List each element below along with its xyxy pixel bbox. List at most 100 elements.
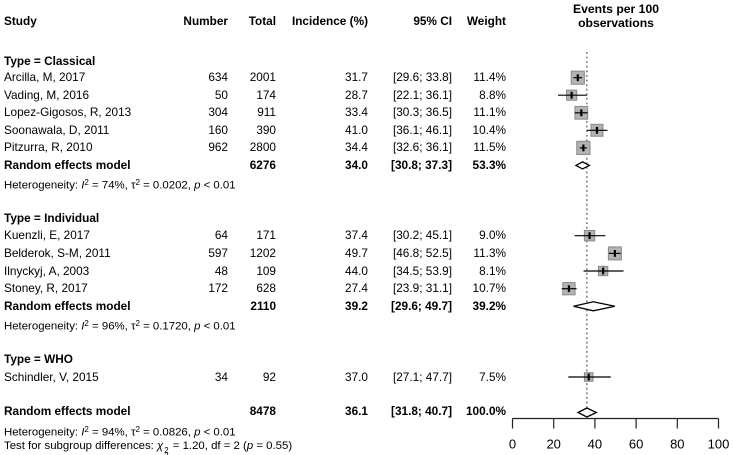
number-cell: 597 [208, 245, 228, 260]
study-row: Pitzurra, R, 2010 962 2800 34.4 [32.6; 36.1]… [4, 140, 506, 155]
ci-cell: [36.1; 46.1] [392, 122, 452, 137]
number-cell [166, 404, 228, 419]
weight-cell: 8.1% [479, 263, 506, 278]
ci-cell: [27.1; 47.7] [392, 369, 452, 384]
number-cell: 634 [208, 70, 228, 85]
study-row: Ilnyckyj, A, 2003 48 109 44.0 [34.5; 53.9] 8.… [4, 264, 506, 279]
weight-cell: 11.5% [473, 140, 506, 155]
study-row: Stoney, R, 2017 172 628 27.4 [23.9; 31.1] 10.… [4, 281, 506, 296]
study-name: Type = Classical [4, 54, 96, 68]
weight-cell: 8.8% [479, 87, 506, 102]
weight-cell [452, 211, 506, 226]
overall-heterogeneity-line: Heterogeneity: I2 = 94%, τ2 = 0.0826, p … [4, 424, 236, 439]
heterogeneity-line: Heterogeneity: I2 = 74%, τ2 = 0.0202, p … [4, 178, 236, 192]
ci-cell: [22.1; 36.1] [392, 87, 452, 102]
study-name: Stoney, R, 2017 [4, 281, 88, 296]
col-header-ci: 95% CI [413, 14, 452, 28]
table-header: Study Number Total Incidence (%) 95% CI … [4, 14, 506, 29]
number-cell: 34 [214, 369, 228, 384]
ci-cell: [46.8; 52.5] [392, 245, 452, 260]
study-name: Random effects model [4, 404, 131, 418]
study-row: Soonawala, D, 2011 160 390 41.0 [36.1; 46.1]… [4, 123, 506, 138]
ci-cell: [34.5; 53.9] [392, 263, 452, 278]
number-cell: 304 [208, 105, 228, 120]
number-cell [166, 54, 228, 69]
incidence-cell: 39.2 [345, 298, 368, 313]
ci-cell: [29.6; 49.7] [391, 298, 452, 313]
study-row: Belderok, S-M, 2011 597 1202 49.7 [46.8; 52.… [4, 246, 506, 261]
study-name: Type = WHO [4, 351, 73, 366]
total-cell [228, 54, 276, 69]
plot-axis-title-line1: Events per 100 [572, 2, 660, 16]
number-cell: 64 [214, 228, 228, 243]
total-cell: 2110 [250, 298, 276, 313]
incidence-cell [276, 54, 368, 69]
total-cell: 1202 [249, 245, 276, 260]
group-summary-row: Random effects model 6276 34.0 [30.8; 37.3]… [4, 158, 506, 173]
group-label-row: Type = Individual [4, 211, 506, 226]
number-cell: 160 [208, 122, 228, 137]
col-header-weight: Weight [466, 14, 506, 28]
incidence-cell: 36.1 [345, 404, 368, 418]
ci-cell [368, 211, 452, 226]
incidence-cell: 33.4 [345, 105, 368, 120]
number-cell [166, 299, 228, 314]
col-header-incidence: Incidence (%) [291, 14, 368, 28]
heterogeneity-line: Heterogeneity: I2 = 96%, τ2 = 0.1720, p … [4, 319, 236, 333]
number-cell: 48 [214, 263, 228, 278]
weight-cell: 11.1% [473, 105, 506, 120]
incidence-cell: 31.7 [345, 70, 368, 85]
weight-cell: 10.4% [472, 122, 506, 137]
col-header-number: Number [183, 14, 228, 28]
study-name: Random effects model [4, 157, 131, 172]
number-cell: 50 [214, 87, 228, 102]
study-name: Belderok, S-M, 2011 [4, 245, 111, 260]
study-row: Lopez-Gigosos, R, 2013 304 911 33.4 [30.3; 3… [4, 105, 506, 120]
overall-summary-row: Random effects model 8478 36.1 [31.8; 40.7]… [4, 404, 506, 419]
study-row: Schindler, V, 2015 34 92 37.0 [27.1; 47.7] 7.… [4, 370, 506, 385]
col-header-study: Study [4, 14, 37, 28]
study-name: Arcilla, M, 2017 [4, 70, 86, 85]
study-name: Lopez-Gigosos, R, 2013 [4, 105, 132, 120]
col-header-total: Total [248, 14, 276, 28]
incidence-cell [276, 352, 368, 367]
plot-axis-title: Events per 100 observations [500, 2, 732, 30]
ci-cell: [23.9; 31.1] [392, 281, 452, 296]
number-cell [166, 211, 228, 226]
incidence-cell: 44.0 [345, 263, 368, 278]
weight-cell: 11.3% [473, 245, 506, 260]
group-summary-row: Random effects model 2110 39.2 [29.6; 49.7]… [4, 299, 506, 314]
study-name: Ilnyckyj, A, 2003 [4, 263, 90, 278]
weight-cell: 11.4% [473, 70, 506, 85]
total-cell: 174 [256, 87, 276, 102]
group-label-row: Type = Classical [4, 54, 506, 69]
total-cell: 390 [256, 122, 276, 137]
number-cell: 172 [208, 281, 228, 296]
total-cell: 8478 [249, 404, 276, 418]
study-name: Type = Individual [4, 210, 100, 225]
total-cell: 2800 [249, 140, 276, 155]
study-name: Soonawala, D, 2011 [4, 122, 110, 137]
incidence-cell: 37.0 [345, 369, 368, 384]
ci-cell [368, 352, 452, 367]
number-cell: 962 [208, 140, 228, 155]
ci-cell: [29.6; 33.8] [392, 70, 452, 85]
weight-cell: 10.7% [472, 281, 506, 296]
total-cell: 911 [257, 105, 276, 120]
total-cell [228, 211, 276, 226]
study-row: Kuenzli, E, 2017 64 171 37.4 [30.2; 45.1] 9.0… [4, 228, 506, 243]
number-cell [166, 352, 228, 367]
incidence-cell: 34.4 [345, 140, 368, 155]
total-cell: 92 [262, 369, 276, 384]
total-cell: 6276 [249, 157, 276, 172]
weight-cell: 9.0% [479, 228, 506, 243]
total-cell: 2001 [249, 70, 276, 85]
ci-cell: [30.8; 37.3] [391, 157, 452, 172]
study-row: Arcilla, M, 2017 634 2001 31.7 [29.6; 33.8] 1… [4, 70, 506, 85]
study-row: Vading, M, 2016 50 174 28.7 [22.1; 36.1] 8.8% [4, 88, 506, 103]
weight-cell: 39.2% [472, 298, 506, 313]
incidence-cell: 34.0 [345, 157, 368, 172]
total-cell: 171 [256, 228, 276, 243]
